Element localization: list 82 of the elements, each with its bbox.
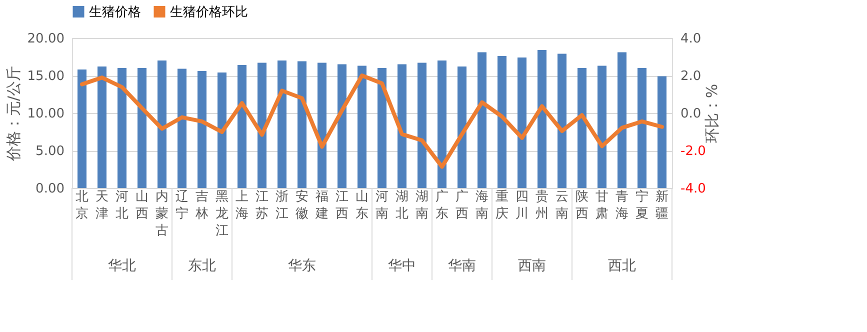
bar <box>298 61 306 188</box>
y-tick-label: 5.00 <box>36 144 64 159</box>
bar <box>158 60 166 188</box>
x-tick-label: 黑龙江 <box>216 190 228 238</box>
bar <box>518 58 526 188</box>
bar <box>338 64 346 188</box>
legend-label: 生猪价格 <box>89 4 141 20</box>
y-tick-label: 0.00 <box>36 182 64 196</box>
y2-tick-label: 0.0 <box>680 106 702 122</box>
bar <box>558 54 566 188</box>
bar <box>358 66 366 188</box>
bar <box>98 66 106 188</box>
x-tick-label: 甘肃 <box>596 190 608 222</box>
line-series <box>80 74 664 169</box>
x-tick-label: 陕西 <box>576 190 588 222</box>
x-tick-label: 天津 <box>96 190 108 222</box>
x-tick-label: 四川 <box>516 190 528 222</box>
y-tick-label: 20.00 <box>27 32 64 46</box>
text: 西南 <box>518 258 546 274</box>
bar <box>178 68 186 188</box>
x-tick-label: 新疆 <box>656 190 668 222</box>
x-tick-label: 海南 <box>476 190 488 222</box>
x-tick-label: 云南 <box>556 190 568 222</box>
x-tick-label: 上海 <box>236 190 248 222</box>
text: 华东 <box>288 258 316 274</box>
y2-tick-label: 4.0 <box>680 32 702 46</box>
bar <box>438 60 446 188</box>
x-tick-label: 辽宁 <box>176 190 188 222</box>
x-tick-label: 吉林 <box>194 190 208 222</box>
bar <box>618 52 626 188</box>
x-tick-label: 江苏 <box>256 190 268 222</box>
bar <box>658 76 666 188</box>
x-tick-label: 北京 <box>76 190 88 222</box>
x-tick-label: 福建 <box>314 190 328 222</box>
text: 东北 <box>188 258 216 274</box>
bar <box>418 62 426 188</box>
text: 华南 <box>448 258 476 274</box>
bar <box>218 72 226 188</box>
y2-tick-label: -2.0 <box>680 144 706 159</box>
y2-tick-label: 2.0 <box>680 69 702 84</box>
bar <box>378 68 386 188</box>
bar <box>198 71 206 188</box>
x-tick-label: 浙江 <box>276 190 288 222</box>
bar <box>238 65 246 188</box>
x-tick-label: 安徽 <box>296 188 308 222</box>
x-tick-label: 重庆 <box>496 190 508 222</box>
y-tick-label: 10.00 <box>27 106 64 122</box>
legend-label: 生猪价格环比 <box>170 4 248 20</box>
text: 西北 <box>608 258 636 274</box>
text: 华北 <box>108 258 136 274</box>
bar <box>258 62 266 188</box>
x-tick-label: 广西 <box>456 190 468 222</box>
y2-axis-title: 环比：% <box>702 84 721 144</box>
bar <box>598 66 606 188</box>
bar <box>118 68 126 188</box>
y2-tick-label: -4.0 <box>680 182 706 196</box>
x-tick-label: 河南 <box>376 190 388 222</box>
y-tick-label: 15.00 <box>27 69 64 84</box>
bar <box>458 66 466 188</box>
x-tick-label: 湖南 <box>416 190 428 222</box>
bar <box>138 68 146 188</box>
bar <box>78 70 86 188</box>
y-axis-title: 价格：元/公斤 <box>4 66 22 162</box>
x-tick-label: 贵州 <box>536 190 548 222</box>
x-tick-label: 广东 <box>436 190 448 222</box>
bar <box>398 64 406 188</box>
x-tick-label: 山西 <box>136 190 148 222</box>
bar <box>578 68 586 188</box>
bar <box>478 52 486 188</box>
x-tick-label: 江西 <box>336 190 348 222</box>
bar <box>278 60 286 188</box>
text: 华中 <box>388 258 416 274</box>
x-tick-label: 湖北 <box>396 190 408 222</box>
x-tick-label: 河北 <box>116 190 128 222</box>
bar <box>318 62 326 188</box>
x-tick-label: 宁夏 <box>636 188 648 222</box>
x-tick-label: 内蒙古 <box>156 190 168 238</box>
bar <box>538 50 546 188</box>
bar <box>498 56 506 188</box>
x-tick-label: 山东 <box>356 190 368 222</box>
x-tick-label: 青海 <box>616 190 628 222</box>
bar <box>638 68 646 188</box>
